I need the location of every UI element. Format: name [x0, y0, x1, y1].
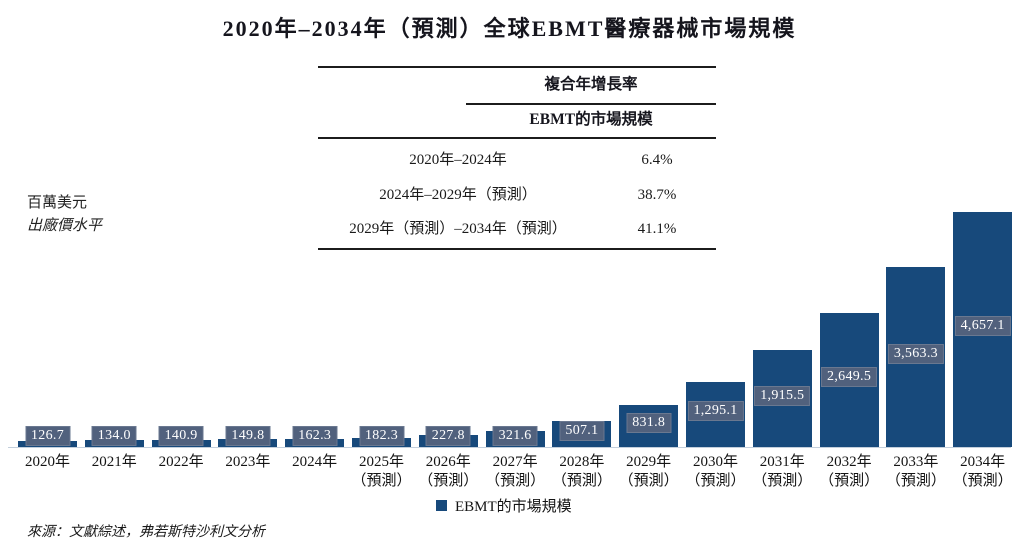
tick-forecast-note: （預測） — [952, 472, 1013, 489]
tick-year: 2032年 — [826, 454, 872, 470]
x-axis-tick-label: 2027年 （預測） — [477, 453, 553, 490]
cagr-table-row: 2024年–2029年（預測） 38.7% — [318, 185, 716, 205]
bar-value-label: 4,657.1 — [954, 316, 1011, 337]
bar-value-label: 2,649.5 — [821, 367, 878, 388]
cagr-period: 2029年（預測）–2034年（預測） — [349, 221, 567, 237]
x-axis-tick-label: 2020年 — [10, 453, 86, 472]
y-axis-unit-note: 百萬美元 出廠價水平 — [27, 192, 102, 238]
tick-forecast-note: （預測） — [551, 472, 612, 489]
cagr-value: 38.7% — [637, 187, 677, 203]
table-rule-top — [318, 66, 716, 68]
table-header-metric: EBMT的市場規模 — [529, 111, 653, 128]
cagr-value: 6.4% — [641, 152, 673, 168]
x-axis-tick-label: 2028年 （預測） — [544, 453, 620, 490]
table-rule-sub — [466, 103, 716, 105]
x-axis-tick-label: 2032年 （預測） — [811, 453, 887, 490]
bar-value-label: 134.0 — [91, 426, 137, 446]
tick-year: 2031年 — [759, 454, 805, 470]
tick-year: 2026年 — [425, 454, 471, 470]
tick-year: 2023年 — [225, 454, 271, 470]
bar-value-label: 3,563.3 — [887, 344, 944, 365]
tick-year: 2030年 — [692, 454, 738, 470]
chart-title: 2020年–2034年（預測）全球EBMT醫療器械市場規模 — [222, 16, 797, 41]
bar-value-label: 149.8 — [225, 426, 271, 446]
cagr-period: 2020年–2024年 — [409, 152, 507, 168]
cagr-value: 41.1% — [637, 221, 677, 237]
bar-value-label: 162.3 — [292, 426, 338, 446]
tick-forecast-note: （預測） — [685, 472, 746, 489]
tick-year: 2028年 — [559, 454, 605, 470]
x-axis-line — [8, 446, 1011, 448]
tick-year: 2024年 — [292, 454, 338, 470]
x-axis-tick-label: 2022年 — [143, 453, 219, 472]
legend-swatch-icon — [436, 500, 447, 511]
tick-year: 2025年 — [358, 454, 404, 470]
legend-label: EBMT的市場規模 — [455, 499, 572, 515]
cagr-table-row: 2029年（預測）–2034年（預測） 41.1% — [318, 219, 716, 239]
tick-year: 2029年 — [626, 454, 672, 470]
tick-year: 2022年 — [158, 454, 204, 470]
tick-forecast-note: （預測） — [885, 472, 946, 489]
tick-year: 2020年 — [24, 454, 70, 470]
bar-value-label: 1,295.1 — [687, 401, 744, 422]
bar-value-label: 507.1 — [559, 421, 605, 442]
tick-year: 2033年 — [893, 454, 939, 470]
price-basis-label: 出廠價水平 — [27, 218, 103, 234]
cagr-table: 複合年增長率 EBMT的市場規模 2020年–2024年 6.4% 2024年–20… — [318, 64, 716, 254]
tick-forecast-note: （預測） — [351, 472, 412, 489]
x-axis-tick-label: 2026年 （預測） — [410, 453, 486, 490]
cagr-period: 2024年–2029年（預測） — [379, 187, 537, 203]
x-axis-tick-label: 2023年 — [210, 453, 286, 472]
bar-value-label: 321.6 — [492, 425, 538, 446]
tick-forecast-note: （預測） — [618, 472, 679, 489]
x-axis-tick-label: 2033年 （預測） — [878, 453, 954, 490]
unit-label: 百萬美元 — [27, 195, 88, 211]
x-axis-tick-label: 2024年 — [277, 453, 353, 472]
cagr-table-row: 2020年–2024年 6.4% — [318, 150, 716, 170]
source-note: 來源：文獻綜述，弗若斯特沙利文分析 — [27, 525, 265, 540]
tick-forecast-note: （預測） — [752, 472, 813, 489]
bar-value-label: 1,915.5 — [754, 385, 811, 406]
bar-value-label: 140.9 — [158, 426, 204, 446]
bar-value-label: 831.8 — [626, 412, 672, 433]
x-axis-tick-label: 2021年 — [76, 453, 152, 472]
tick-year: 2027年 — [492, 454, 538, 470]
bar-value-label: 227.8 — [425, 426, 471, 446]
bar-value-label: 126.7 — [25, 426, 70, 446]
table-rule-mid — [318, 137, 716, 139]
x-axis-tick-label: 2034年 （預測） — [945, 453, 1019, 490]
tick-forecast-note: （預測） — [819, 472, 880, 489]
x-axis-tick-label: 2025年 （預測） — [344, 453, 420, 490]
x-axis-tick-label: 2030年 （預測） — [678, 453, 754, 490]
tick-forecast-note: （預測） — [485, 472, 546, 489]
tick-year: 2034年 — [960, 454, 1006, 470]
bar-value-label: 182.3 — [359, 426, 404, 446]
x-axis-tick-label: 2029年 （預測） — [611, 453, 687, 490]
x-axis-tick-label: 2031年 （預測） — [744, 453, 820, 490]
legend: EBMT的市場規模 — [436, 495, 572, 516]
tick-year: 2021年 — [91, 454, 137, 470]
table-rule-bottom — [318, 248, 716, 250]
table-header-cagr: 複合年增長率 — [544, 76, 638, 93]
tick-forecast-note: （預測） — [418, 472, 479, 489]
